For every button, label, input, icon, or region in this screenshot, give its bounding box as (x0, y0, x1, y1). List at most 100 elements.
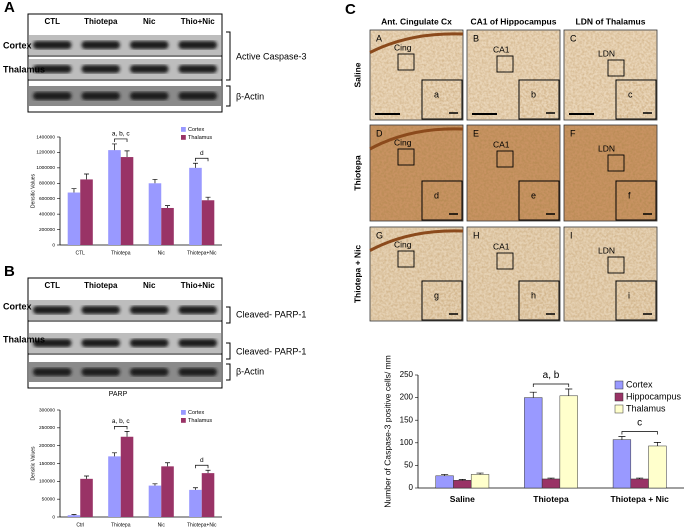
y-tick-label: 1200000 (36, 150, 55, 156)
inset-letter: h (531, 290, 536, 300)
panel-letter: B (4, 263, 15, 280)
blot-band (81, 65, 120, 73)
blot-row-label: Thalamus (3, 64, 45, 74)
x-tick-label: Thiotepa (111, 250, 131, 256)
blot-strip (29, 362, 221, 382)
inset-texture (423, 81, 461, 118)
bar (161, 466, 174, 517)
significance-bracket (114, 138, 128, 142)
significance-bracket (195, 157, 209, 162)
blot-band (130, 368, 169, 376)
error-bar (636, 477, 644, 479)
error-bar (458, 479, 466, 481)
inset-letter: c (628, 89, 633, 99)
panel-letter: C (345, 1, 356, 18)
region-box (397, 250, 415, 268)
y-tick-label: 200000 (39, 227, 55, 233)
blot-band (130, 339, 169, 347)
x-tick-label: Thiotepa+Nic (187, 522, 217, 528)
significance-label: a, b (543, 370, 560, 381)
bar (161, 207, 174, 245)
blot-strip (29, 300, 221, 320)
bar (80, 478, 93, 517)
micrograph-letter: F (570, 128, 576, 138)
bar (201, 473, 215, 517)
error-bar (71, 188, 77, 193)
error-bar (529, 391, 537, 398)
x-tick-label: Thiotepa+Nic (187, 250, 217, 256)
bar (541, 478, 561, 489)
region-label: Cing (394, 137, 412, 147)
error-bar (152, 483, 158, 486)
bar (559, 395, 578, 489)
legend-label: Thalamus (626, 403, 666, 413)
y-tick-label: 0 (52, 242, 55, 248)
significance-label: d (200, 150, 204, 157)
region-label: LDN (598, 48, 615, 58)
micrograph-column-label: CA1 of Hippocampus (471, 16, 557, 26)
bracket (226, 31, 231, 81)
y-tick-label: 250000 (39, 425, 55, 431)
y-tick-label: 50 (404, 461, 413, 470)
bar (67, 515, 81, 517)
blot-column-label: CTL (44, 281, 60, 290)
region-box (496, 150, 514, 168)
bar (148, 183, 162, 245)
inset-texture (423, 182, 461, 219)
bar (120, 157, 134, 245)
error-bar (441, 474, 449, 476)
micrograph-letter: H (473, 230, 480, 240)
inset-letter: d (434, 190, 439, 200)
legend-swatch (181, 418, 186, 423)
inset-texture (617, 81, 655, 118)
error-bar (84, 173, 90, 180)
x-tick-label: Thiotepa (111, 522, 131, 528)
blot-band (130, 306, 169, 314)
y-tick-label: 300000 (39, 407, 55, 413)
blot-loading-label: β-Actin (236, 366, 264, 376)
blot-band (81, 339, 120, 347)
x-tick-label: CTL (76, 250, 86, 256)
panel-letter: A (4, 0, 15, 16)
blot-loading-label: β-Actin (236, 91, 264, 101)
blot-strip (29, 59, 221, 79)
blot-band (178, 368, 217, 376)
legend-label: Cortex (188, 410, 204, 416)
y-tick-label: 1000000 (36, 165, 55, 171)
error-bar (124, 431, 130, 437)
bracket (226, 85, 231, 107)
blot-protein-label: Active Caspase-3 (236, 51, 307, 61)
error-bar (124, 150, 130, 158)
blot-strip (29, 86, 221, 106)
blot-band (178, 306, 217, 314)
region-label: CA1 (493, 44, 510, 54)
error-bar (205, 196, 211, 201)
micrograph-column-label: Ant. Cingulate Cx (381, 16, 452, 26)
blot-band (178, 41, 217, 49)
legend-swatch (614, 392, 624, 402)
blot-band (33, 339, 72, 347)
error-bar (476, 472, 484, 475)
blot-column-label: Nic (143, 281, 156, 290)
bar (612, 439, 632, 489)
bar (120, 436, 134, 517)
blot-column-label: Thio+Nic (181, 17, 216, 26)
inset-letter: g (434, 290, 439, 300)
micrograph-letter: E (473, 128, 479, 138)
blot-band (33, 368, 72, 376)
x-tick-label: Nic (158, 522, 166, 528)
y-tick-label: 0 (409, 483, 414, 492)
region-box (607, 256, 625, 274)
inset-texture (423, 282, 461, 319)
blot-strip (29, 333, 221, 353)
significance-label: a, b, c (112, 131, 130, 138)
bar (201, 200, 215, 245)
significance-bracket (195, 464, 209, 469)
blot-band (33, 306, 72, 314)
region-box (496, 252, 514, 270)
error-bar (152, 179, 158, 184)
region-box (607, 59, 625, 77)
y-tick-label: 100000 (39, 479, 55, 485)
bracket (226, 363, 231, 381)
y-axis-label: Densitic Values (30, 446, 36, 481)
